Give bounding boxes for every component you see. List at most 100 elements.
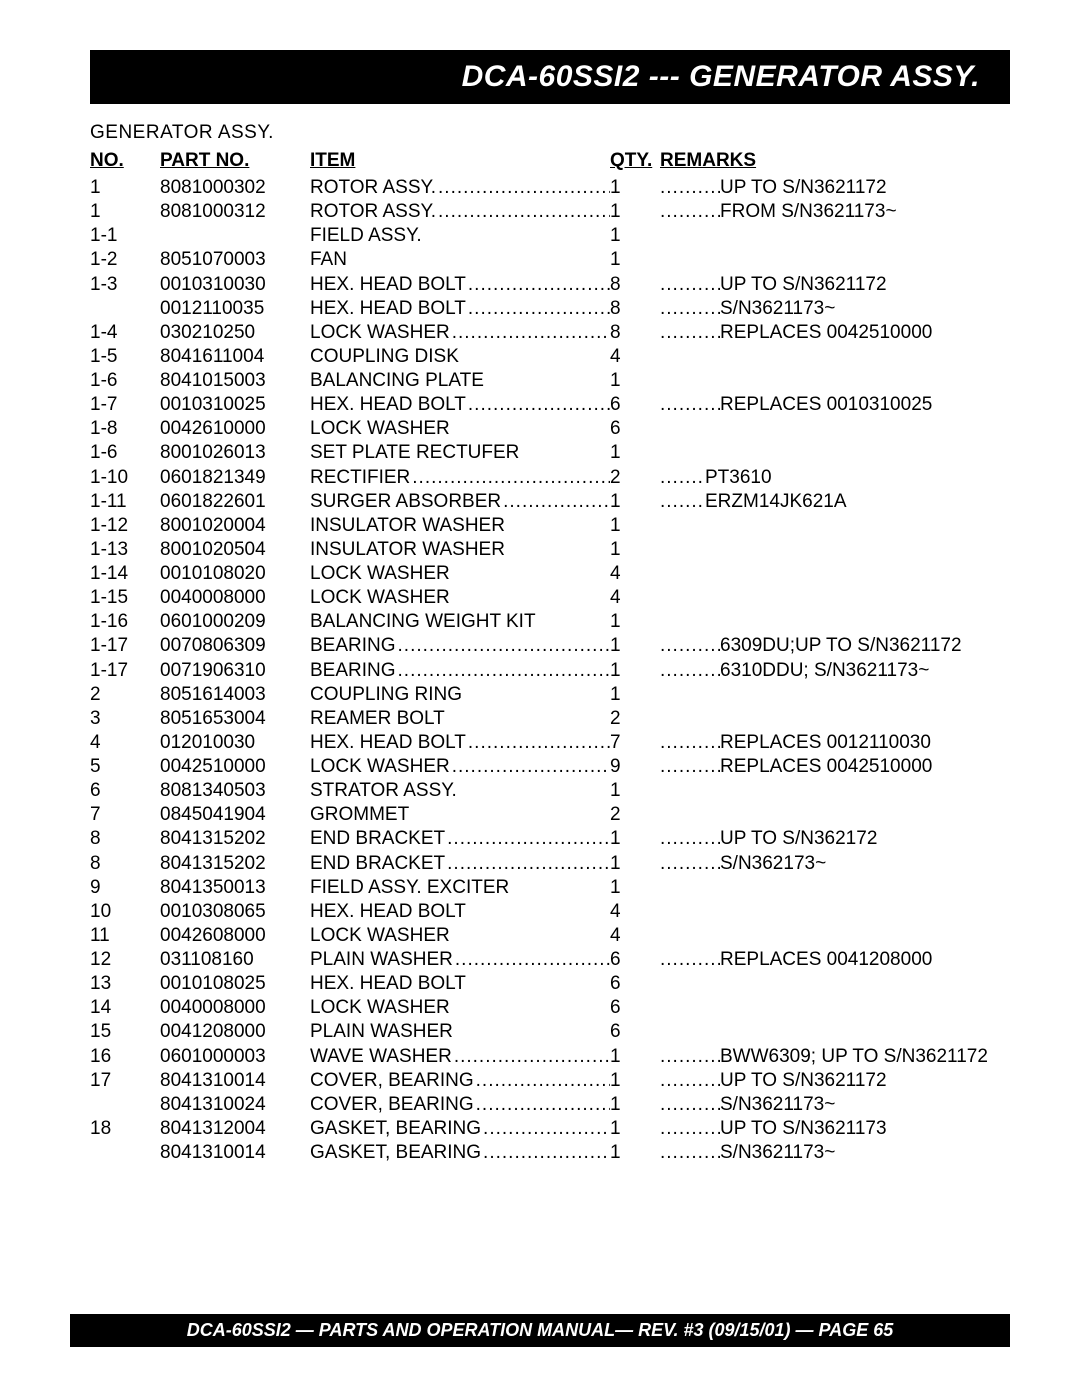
dot-leader: ............: [660, 1069, 720, 1093]
remarks-text: REPLACES 0041208000: [720, 948, 932, 972]
cell-no: 1-15: [90, 586, 160, 610]
cell-item: WAVE WASHER ............................…: [310, 1045, 610, 1069]
cell-qty: 1: [610, 200, 660, 224]
cell-remarks: [660, 610, 1010, 634]
cell-item: COVER, BEARING .........................…: [310, 1093, 610, 1117]
cell-remarks: ............ UP TO S/N3621172: [660, 273, 1010, 297]
remarks-text: S/N3621173~: [720, 297, 835, 321]
remarks-text: REPLACES 0042510000: [720, 755, 932, 779]
cell-partno: 8001026013: [160, 441, 310, 465]
cell-partno: 0010310025: [160, 393, 310, 417]
cell-partno: 8041310024: [160, 1093, 310, 1117]
dot-leader: ............: [660, 393, 720, 417]
cell-partno: 0012110035: [160, 297, 310, 321]
cell-item: BEARING ................................…: [310, 659, 610, 683]
table-row: 1-110601822601SURGER ABSORBER ..........…: [90, 490, 1010, 514]
dot-leader: ........................................…: [436, 176, 610, 200]
cell-qty: 4: [610, 586, 660, 610]
cell-no: 11: [90, 924, 160, 948]
cell-remarks: ............ 6309DU;UP TO S/N3621172: [660, 634, 1010, 658]
item-text: ROTOR ASSY.: [310, 200, 436, 224]
item-text: HEX. HEAD BOLT: [310, 731, 466, 755]
table-row: 110042608000LOCK WASHER4: [90, 924, 1010, 948]
page-footer-bar: DCA-60SSI2 — PARTS AND OPERATION MANUAL—…: [70, 1314, 1010, 1347]
cell-item: FIELD ASSY.: [310, 224, 610, 248]
cell-qty: 1: [610, 369, 660, 393]
cell-remarks: [660, 972, 1010, 996]
cell-no: 1-6: [90, 369, 160, 393]
cell-item: COUPLING DISK: [310, 345, 610, 369]
dot-leader: ............: [660, 755, 720, 779]
cell-partno: 012010030: [160, 731, 310, 755]
cell-qty: 1: [610, 876, 660, 900]
cell-partno: 0010308065: [160, 900, 310, 924]
remarks-text: REPLACES 0042510000: [720, 321, 932, 345]
dot-leader: ........................................…: [452, 1045, 610, 1069]
cell-qty: 1: [610, 176, 660, 200]
cell-no: 10: [90, 900, 160, 924]
cell-item: HEX. HEAD BOLT .........................…: [310, 273, 610, 297]
cell-item: HEX. HEAD BOLT: [310, 900, 610, 924]
dot-leader: ............: [660, 852, 720, 876]
column-headers: NO. PART NO. ITEM QTY. REMARKS: [90, 150, 1010, 172]
cell-no: 3: [90, 707, 160, 731]
cell-partno: 0071906310: [160, 659, 310, 683]
remarks-text: S/N362173~: [720, 852, 826, 876]
cell-qty: 8: [610, 297, 660, 321]
dot-leader: ........................................…: [445, 827, 610, 851]
col-header-no: NO.: [90, 150, 160, 172]
table-row: 1-1FIELD ASSY.1: [90, 224, 1010, 248]
cell-qty: 2: [610, 466, 660, 490]
cell-partno: 8041310014: [160, 1141, 310, 1165]
dot-leader: ............: [660, 948, 720, 972]
cell-partno: 0041208000: [160, 1020, 310, 1044]
cell-item: LOCK WASHER: [310, 924, 610, 948]
cell-qty: 1: [610, 779, 660, 803]
cell-remarks: [660, 441, 1010, 465]
cell-remarks: [660, 803, 1010, 827]
cell-partno: 0042610000: [160, 417, 310, 441]
cell-qty: 4: [610, 345, 660, 369]
cell-partno: 0601821349: [160, 466, 310, 490]
table-row: 1-128001020004INSULATOR WASHER1: [90, 514, 1010, 538]
cell-qty: 7: [610, 731, 660, 755]
table-row: 100010308065HEX. HEAD BOLT4: [90, 900, 1010, 924]
cell-qty: 2: [610, 803, 660, 827]
cell-qty: 1: [610, 1141, 660, 1165]
dot-leader: ............: [660, 1141, 720, 1165]
cell-no: 1-6: [90, 441, 160, 465]
cell-no: 9: [90, 876, 160, 900]
cell-item: SURGER ABSORBER ........................…: [310, 490, 610, 514]
dot-leader: ........................................…: [466, 297, 610, 321]
table-row: 50042510000LOCK WASHER .................…: [90, 755, 1010, 779]
cell-no: 8: [90, 852, 160, 876]
item-text: PLAIN WASHER: [310, 948, 453, 972]
item-text: END BRACKET: [310, 827, 445, 851]
cell-partno: 0010108025: [160, 972, 310, 996]
cell-no: 1: [90, 200, 160, 224]
cell-no: 1: [90, 176, 160, 200]
dot-leader: ............: [660, 200, 720, 224]
cell-item: LOCK WASHER: [310, 996, 610, 1020]
cell-item: REAMER BOLT: [310, 707, 610, 731]
table-row: 28051614003COUPLING RING1: [90, 683, 1010, 707]
table-row: 1-170071906310BEARING ..................…: [90, 659, 1010, 683]
remarks-text: S/N3621173~: [720, 1093, 835, 1117]
cell-no: [90, 1093, 160, 1117]
dot-leader: ............: [660, 1045, 720, 1069]
cell-no: 13: [90, 972, 160, 996]
cell-no: 1-11: [90, 490, 160, 514]
remarks-text: UP TO S/N3621172: [720, 1069, 887, 1093]
section-label: GENERATOR ASSY.: [90, 122, 1010, 144]
cell-remarks: [660, 924, 1010, 948]
dot-leader: ........................................…: [436, 200, 610, 224]
cell-qty: 1: [610, 490, 660, 514]
dot-leader: ............: [660, 1117, 720, 1141]
cell-partno: 0601000003: [160, 1045, 310, 1069]
table-row: 1-80042610000LOCK WASHER6: [90, 417, 1010, 441]
table-row: 150041208000PLAIN WASHER6: [90, 1020, 1010, 1044]
remarks-text: BWW6309; UP TO S/N3621172: [720, 1045, 988, 1069]
cell-item: HEX. HEAD BOLT .........................…: [310, 393, 610, 417]
cell-partno: [160, 224, 310, 248]
page-header-bar: DCA-60SSI2 --- GENERATOR ASSY.: [90, 50, 1010, 104]
